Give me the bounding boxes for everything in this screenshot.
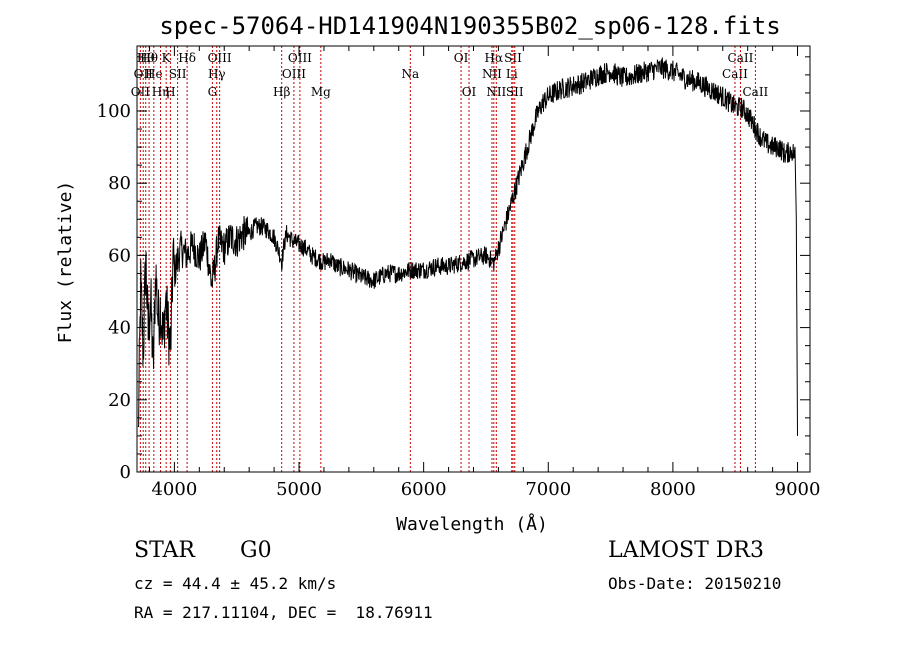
- marker-label-10: G: [208, 85, 218, 99]
- x-tick-label-5: 9000: [775, 479, 821, 500]
- marker-label-3: Hθ: [140, 51, 158, 65]
- x-tick-label-4: 8000: [650, 479, 696, 500]
- series-line-spectrum: [137, 57, 798, 436]
- marker-label-21: Hα: [485, 51, 504, 65]
- marker-label-18: OI: [454, 51, 469, 65]
- marker-label-24: SII: [504, 51, 522, 65]
- x-axis-label: Wavelength (Å): [396, 513, 548, 535]
- marker-label-6: K: [162, 51, 172, 65]
- axes: 4000 5000 6000 7000 8000 9000 0 20 40 60 80 100: [97, 46, 821, 500]
- marker-label-23: Li: [506, 67, 518, 81]
- marker-label-8: SII: [169, 67, 187, 81]
- y-tick-label-0: 0: [120, 462, 131, 483]
- marker-label-28: CaII: [742, 85, 768, 99]
- marker-label-7: H: [165, 85, 175, 99]
- observation-date: Obs-Date: 20150210: [608, 574, 782, 593]
- marker-label-12: OIII: [208, 51, 232, 65]
- x-tick-label-3: 7000: [525, 479, 571, 500]
- y-tick-label-3: 60: [108, 245, 131, 266]
- marker-label-27: CaII: [728, 51, 754, 65]
- y-axis-label: Flux (relative): [55, 181, 76, 344]
- x-tick-label-1: 5000: [276, 479, 322, 500]
- marker-label-16: Mg: [311, 85, 331, 99]
- y-tick-label-2: 40: [108, 318, 131, 339]
- marker-label-5: Hη: [152, 85, 170, 99]
- object-subclass: G0: [240, 538, 272, 563]
- y-tick-label-1: 20: [108, 390, 131, 411]
- sky-coordinates: RA = 217.11104, DEC = 18.76911: [134, 603, 433, 622]
- x-tick-label-2: 6000: [401, 479, 447, 500]
- survey-name: LAMOST DR3: [608, 538, 764, 563]
- object-class: STAR: [134, 538, 195, 563]
- marker-label-2: Hθ: [137, 51, 155, 65]
- marker-label-19: OI: [462, 85, 477, 99]
- marker-label-14: OIII: [282, 67, 306, 81]
- marker-label-1: OII: [134, 67, 154, 81]
- y-tick-label-5: 100: [97, 101, 131, 122]
- marker-label-17: Na: [401, 67, 419, 81]
- redshift-velocity: cz = 44.4 ± 45.2 km/s: [134, 574, 337, 593]
- chart-title: spec-57064-HD141904N190355B02_sp06-128.f…: [159, 12, 780, 40]
- marker-label-11: Hγ: [208, 67, 226, 81]
- marker-label-0: OII: [131, 85, 151, 99]
- marker-label-13: Hβ: [273, 85, 290, 99]
- marker-label-20: NII: [482, 67, 502, 81]
- marker-label-9: Hδ: [178, 51, 196, 65]
- x-tick-label-0: 4000: [151, 479, 197, 500]
- marker-label-4: He: [145, 67, 163, 81]
- marker-label-25: SII: [506, 85, 524, 99]
- marker-label-26: CaII: [722, 67, 748, 81]
- y-tick-label-4: 80: [108, 173, 131, 194]
- marker-label-22: NII: [486, 85, 506, 99]
- series-layer: [137, 57, 798, 436]
- marker-label-15: OIII: [288, 51, 312, 65]
